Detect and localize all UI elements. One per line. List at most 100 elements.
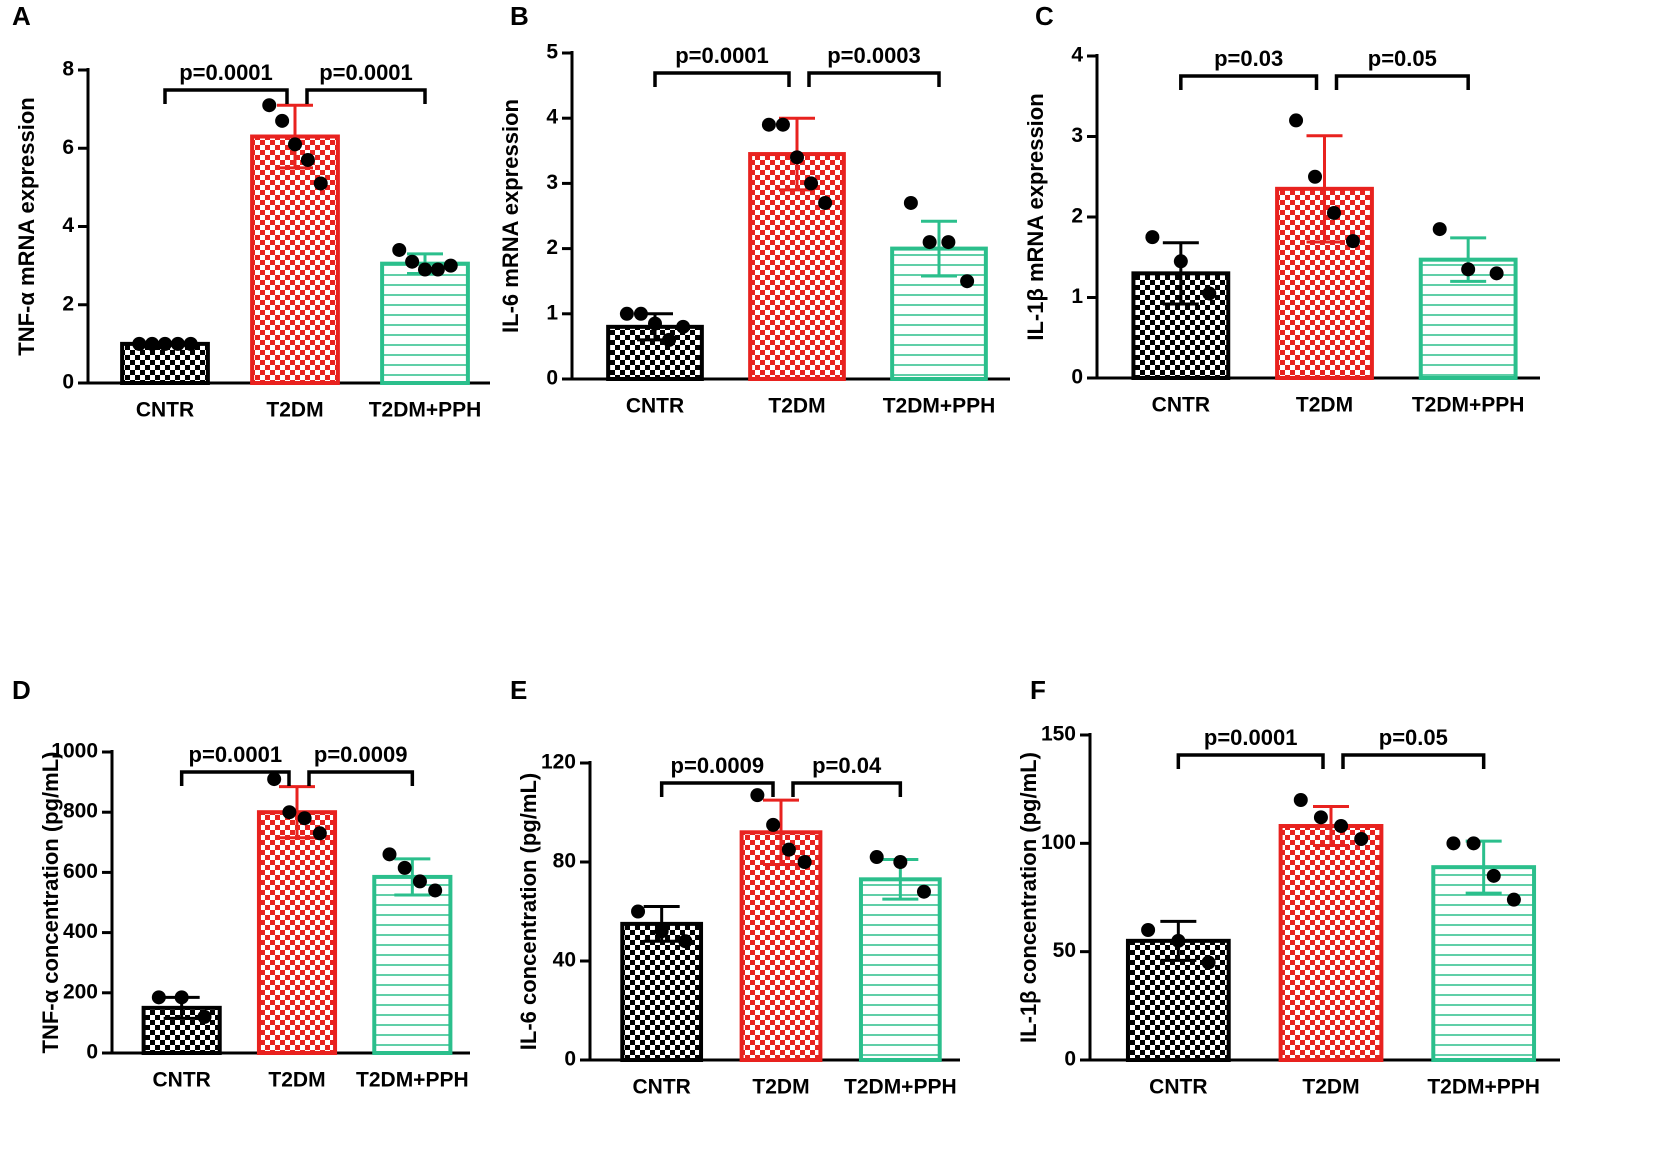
data-point [869,850,884,865]
data-point [443,258,458,273]
x-tick-label: T2DM [1302,1076,1359,1099]
data-point [267,772,282,787]
significance-bracket [307,770,415,786]
bar [250,134,340,385]
error-bar [1313,805,1349,847]
data-point [1461,262,1476,277]
y-tick-label: 40 [553,949,576,972]
data-point [1489,266,1504,281]
data-point [766,817,781,832]
data-point [893,855,908,869]
data-point [631,904,646,919]
data-point [1145,230,1160,245]
panel-label: C [1035,1,1054,31]
y-tick-label: 600 [63,860,98,883]
x-tick-label: T2DM+PPH [844,1076,957,1099]
data-point [960,274,975,289]
data-point [941,235,956,250]
error-bar [1306,134,1343,244]
data-point [313,176,328,191]
y-tick-label: 6 [62,136,74,159]
data-point [275,113,290,128]
data-point [1289,113,1304,128]
data-point [1202,286,1217,301]
bar [748,152,846,381]
data-point [1293,793,1308,807]
x-tick-label: T2DM [768,395,825,418]
y-tick-label: 0 [62,371,74,394]
y-tick-label: 50 [1053,939,1076,962]
p-value: p=0.0001 [1204,725,1298,750]
panel-label: D [12,675,31,705]
y-tick-label: 1 [1071,285,1083,308]
data-point [405,254,420,269]
data-point [145,336,160,351]
y-tick-label: 200 [63,980,98,1003]
data-point [1486,868,1501,883]
x-tick-label: CNTR [1149,1076,1207,1099]
data-point [797,855,812,869]
data-point [781,842,796,857]
significance-bracket [163,88,289,104]
data-point [1466,836,1481,851]
data-point [1308,169,1323,184]
x-tick-label: T2DM [266,399,323,422]
error-bar [277,103,313,170]
panel-label: B [510,1,529,31]
data-point [1326,205,1341,220]
data-point [662,332,677,347]
data-point [412,874,427,889]
p-value: p=0.0001 [319,60,413,85]
significance-bracket [653,71,791,87]
x-tick-label: CNTR [626,395,684,418]
data-point [633,306,648,321]
x-tick-label: T2DM [752,1076,809,1099]
data-point [790,150,804,165]
significance-bracket [305,88,427,104]
data-point [170,336,185,351]
x-tick-label: T2DM [1296,394,1353,417]
y-tick-label: 150 [1041,723,1076,746]
data-point [392,242,407,257]
p-value: p=0.04 [812,753,882,778]
y-axis-label: TNF-α mRNA expression [14,97,39,355]
y-tick-label: 0 [1071,366,1083,389]
data-point [1506,892,1521,907]
data-point [297,811,312,826]
x-tick-label: T2DM+PPH [1427,1076,1540,1099]
data-point [1354,832,1369,846]
error-bar [763,798,799,866]
y-tick-label: 2 [1071,205,1083,228]
p-value: p=0.05 [1368,46,1437,71]
data-point [804,176,819,191]
y-axis-label: IL-1β concentration (pg/mL) [1016,752,1041,1043]
y-tick-label: 0 [86,1041,98,1064]
bar [739,830,823,1062]
significance-bracket [1179,74,1319,90]
y-tick-label: 0 [564,1048,576,1071]
data-point [151,990,166,1005]
y-tick-label: 4 [1071,44,1083,67]
data-point [288,137,302,152]
panel-label: E [510,675,527,705]
data-point [282,805,297,820]
y-tick-label: 400 [63,920,98,943]
data-point [382,847,397,862]
data-point [1201,955,1216,970]
x-tick-label: T2DM+PPH [369,399,482,422]
y-tick-label: 0 [546,367,558,390]
data-point [174,990,189,1005]
data-point [922,235,937,250]
error-bar [921,219,957,278]
data-point [1171,933,1186,948]
data-point [775,117,790,132]
error-bar [1162,241,1199,306]
x-tick-label: T2DM+PPH [883,395,996,418]
y-tick-label: 100 [1041,831,1076,854]
data-point [761,117,776,132]
x-tick-label: T2DM+PPH [356,1069,469,1092]
p-value: p=0.05 [1379,725,1448,750]
data-point [197,1009,212,1024]
data-point [1141,923,1156,937]
data-point [654,924,669,939]
